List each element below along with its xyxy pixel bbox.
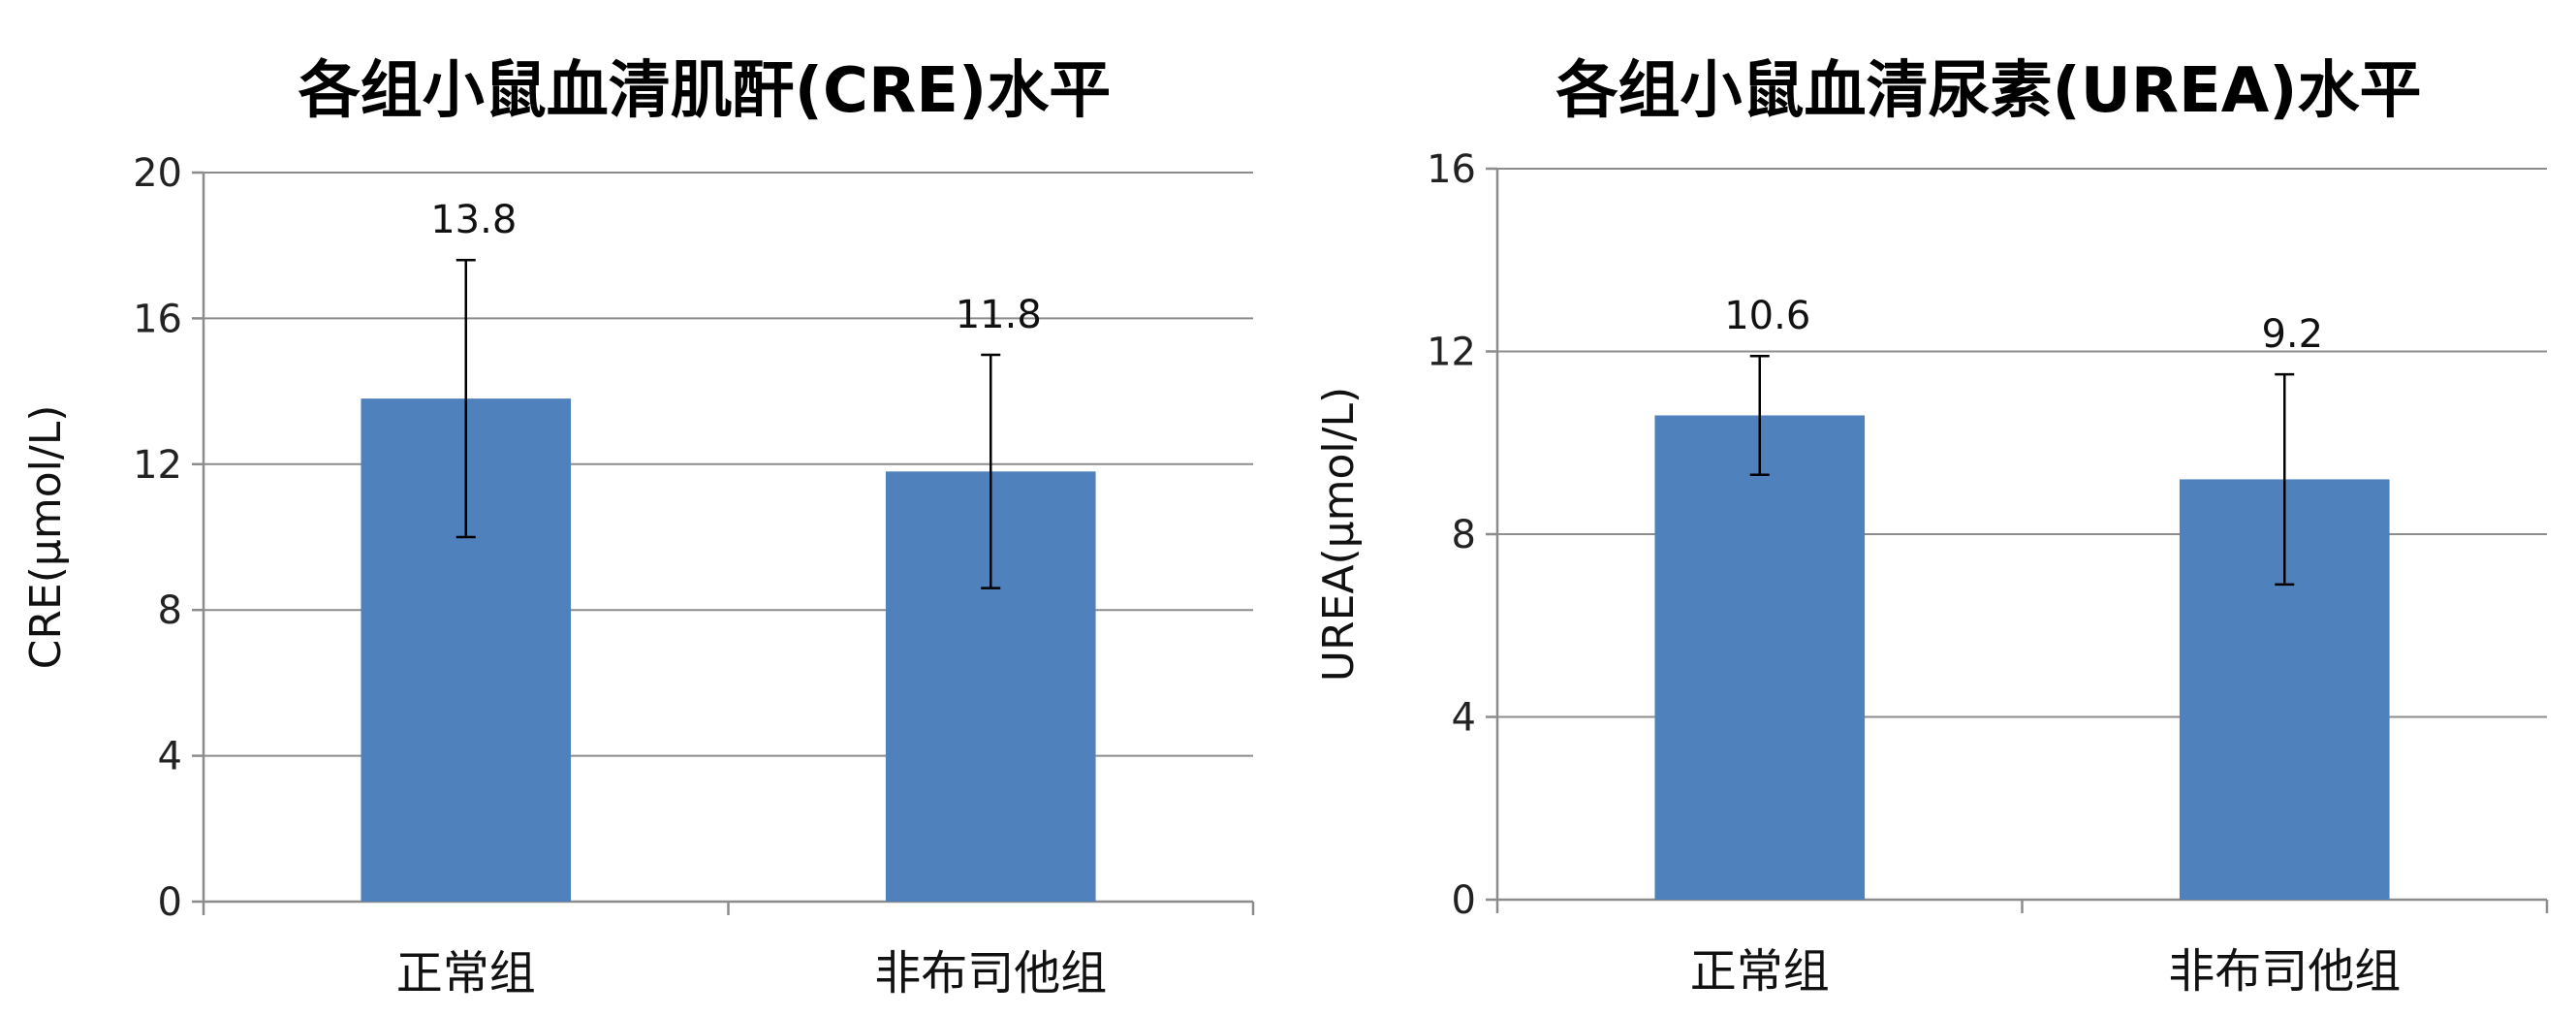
cre-data-label-1: 13.8	[430, 198, 517, 242]
urea-y-tick-label: 0	[1452, 878, 1476, 923]
cre-y-tick-label: 12	[133, 443, 182, 488]
urea-data-label-2: 9.2	[2261, 312, 2323, 357]
urea-chart-title: 各组小鼠血清尿素(UREA)水平	[1556, 55, 2422, 127]
urea-y-tick-label: 16	[1427, 147, 1476, 192]
urea-y-axis-label: UREA(μmol/L)	[1314, 387, 1364, 682]
cre-y-axis-label: CRE(μmol/L)	[21, 405, 71, 670]
urea-y-tick-label: 8	[1452, 513, 1476, 557]
cre-category-label-1: 正常组	[396, 946, 536, 1000]
cre-data-label-2: 11.8	[956, 293, 1042, 337]
urea-category-label-1: 正常组	[1690, 944, 1830, 999]
cre-y-tick-label: 20	[133, 151, 182, 196]
cre-category-label-2: 非布司他组	[874, 946, 1107, 1000]
cre-y-tick-label: 0	[158, 880, 182, 925]
urea-y-tick-label: 12	[1427, 331, 1476, 375]
urea-data-label-1: 10.6	[1724, 294, 1810, 338]
urea-category-label-2: 非布司他组	[2168, 944, 2401, 999]
urea-bar-1	[1654, 415, 1866, 900]
cre-chart-panel: 各组小鼠血清肌酐(CRE)水平 0 4 8 12 16 20 13.8 正常组 11.8 非布司他…	[21, 55, 1255, 1000]
urea-chart-panel: 各组小鼠血清尿素(UREA)水平 0 4 8 12 16 10.6 正常组 9.2 非布司他组 U…	[1314, 55, 2549, 999]
urea-y-tick-label: 4	[1452, 696, 1476, 741]
cre-y-tick-label: 8	[158, 588, 182, 633]
cre-y-tick-label: 4	[158, 735, 182, 779]
cre-y-tick-label: 16	[133, 297, 182, 341]
cre-chart-title: 各组小鼠血清肌酐(CRE)水平	[298, 55, 1111, 127]
